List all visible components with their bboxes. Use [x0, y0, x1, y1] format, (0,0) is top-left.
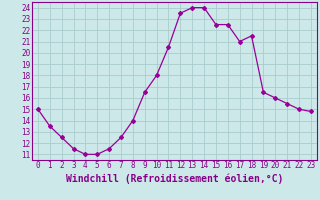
X-axis label: Windchill (Refroidissement éolien,°C): Windchill (Refroidissement éolien,°C) [66, 173, 283, 184]
